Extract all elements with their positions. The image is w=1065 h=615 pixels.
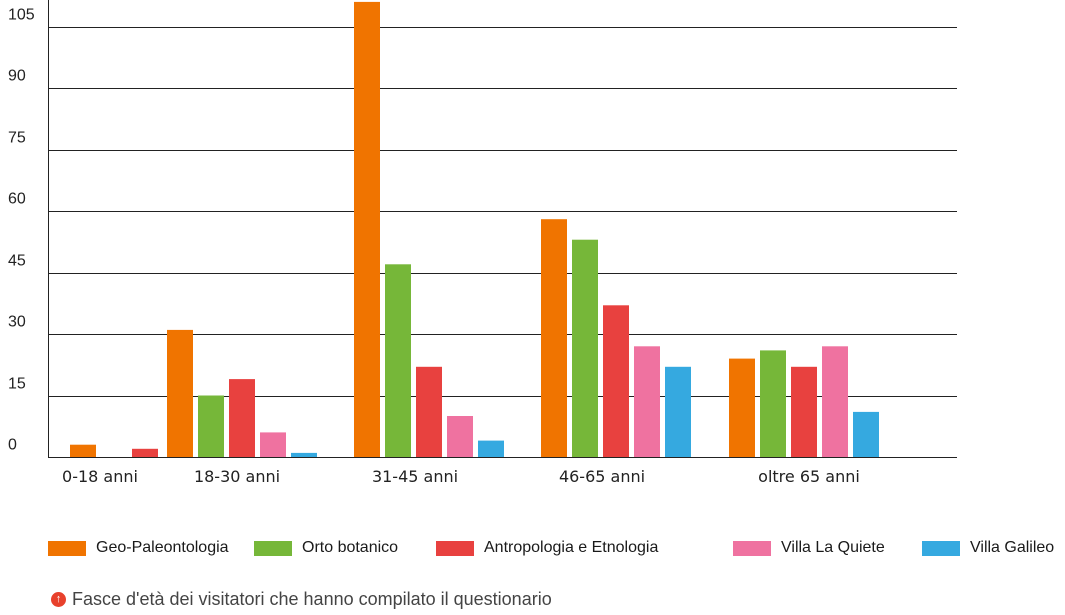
x-category-label: oltre 65 anni <box>758 467 860 486</box>
bar <box>70 444 96 457</box>
y-tick-label: 105 <box>8 7 35 24</box>
bar <box>229 379 255 457</box>
bar <box>729 358 755 457</box>
bar <box>354 1 380 458</box>
bar <box>132 448 158 457</box>
bar <box>572 239 598 457</box>
y-tick-label: 0 <box>8 437 17 454</box>
x-category-label: 0-18 anni <box>62 467 138 486</box>
legend-swatch <box>48 540 86 556</box>
y-tick-label: 45 <box>8 253 26 270</box>
bar <box>198 395 224 457</box>
y-axis-ticks: 0 15 30 45 60 75 90 105 <box>8 7 35 454</box>
legend-swatch <box>922 540 960 556</box>
bar <box>634 346 660 457</box>
legend-swatch <box>733 540 771 556</box>
bar <box>291 452 317 457</box>
bar <box>665 366 691 457</box>
bar <box>791 366 817 457</box>
bar <box>385 264 411 457</box>
bar <box>260 432 286 457</box>
bar <box>541 219 567 457</box>
legend-swatch <box>254 540 292 556</box>
bar-chart: 0 15 30 45 60 75 90 105 0-18 anni 18-30 anni 31-4… <box>8 0 957 486</box>
bar <box>760 350 786 457</box>
bars <box>70 1 879 458</box>
legend-item-antropologia-e-etnologia: Antropologia e Etnologia <box>436 536 658 560</box>
bar <box>603 305 629 457</box>
x-category-label: 31-45 anni <box>372 467 458 486</box>
x-axis-categories: 0-18 anni 18-30 anni 31-45 anni 46-65 anni o… <box>62 467 860 486</box>
legend-swatch <box>436 540 474 556</box>
x-category-label: 46-65 anni <box>559 467 645 486</box>
legend-label: Antropologia e Etnologia <box>484 539 659 556</box>
legend-label: Geo-Paleontologia <box>96 539 229 556</box>
bar <box>167 329 193 457</box>
y-tick-label: 75 <box>8 130 26 147</box>
caption-text: Fasce d'età dei visitatori che hanno com… <box>72 589 552 609</box>
legend-label: Villa La Quiete <box>781 539 885 556</box>
legend-item-geo-paleontologia: Geo-Paleontologia <box>48 536 229 560</box>
legend-item-villa-galileo: Villa Galileo <box>922 536 1054 560</box>
legend-label: Orto botanico <box>302 539 399 556</box>
arrow-up-circle-icon: ↑ <box>51 592 66 607</box>
legend-label: Villa Galileo <box>970 539 1055 556</box>
legend: Geo-Paleontologia Orto botanico Antropol… <box>0 536 1065 560</box>
y-tick-label: 60 <box>8 191 26 208</box>
bar <box>853 411 879 457</box>
bar <box>822 346 848 457</box>
legend-item-villa-la-quiete: Villa La Quiete <box>733 536 885 560</box>
bar <box>447 416 473 457</box>
legend-item-orto-botanico: Orto botanico <box>254 536 398 560</box>
y-tick-label: 90 <box>8 68 26 85</box>
bar <box>478 440 504 457</box>
x-category-label: 18-30 anni <box>194 467 280 486</box>
bar <box>416 366 442 457</box>
y-tick-label: 30 <box>8 314 26 331</box>
figure-caption: ↑ Fasce d'età dei visitatori che hanno c… <box>51 589 552 610</box>
y-tick-label: 15 <box>8 376 26 393</box>
